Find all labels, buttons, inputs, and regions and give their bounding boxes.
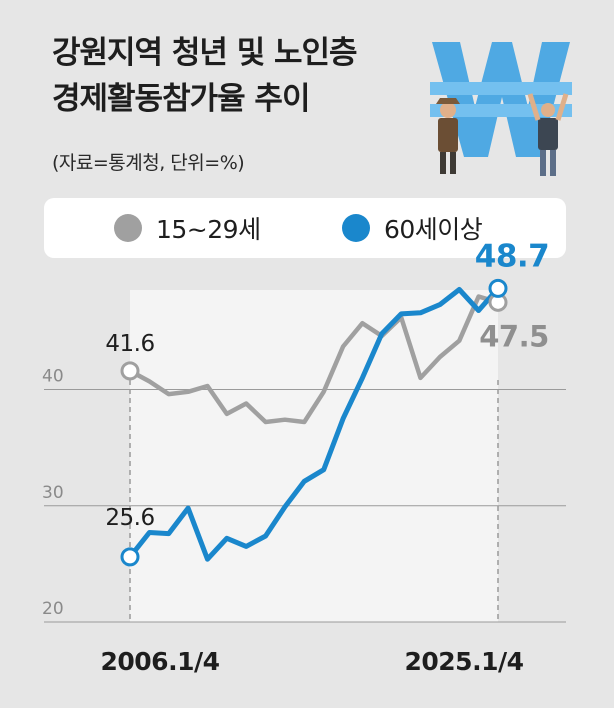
x-tick-label-start: 2006.1/4 xyxy=(101,647,220,676)
young-end-value-label: 47.5 xyxy=(479,319,549,353)
legend-dot-old xyxy=(342,214,370,242)
legend-item-old: 60세이상 xyxy=(342,198,483,258)
won-sign-with-people-icon xyxy=(430,42,572,176)
legend-label-young: 15~29세 xyxy=(156,215,261,244)
title-line-2: 경제활동참가율 추이 xyxy=(52,81,310,117)
plot-area xyxy=(130,290,498,622)
source-unit-note: (자료=통계청, 단위=%) xyxy=(52,152,245,174)
chart-title: 강원지역 청년 및 노인층 경제활동참가율 추이 xyxy=(52,30,358,122)
old-end-value-label: 48.7 xyxy=(475,238,550,274)
legend-label-old: 60세이상 xyxy=(384,215,483,244)
series-old-end-marker xyxy=(488,278,508,298)
series-young-start-marker xyxy=(120,361,140,381)
title-line-1: 강원지역 청년 및 노인층 xyxy=(52,35,358,71)
legend: 15~29세 60세이상 xyxy=(44,198,566,258)
y-tick-label-30: 30 xyxy=(42,483,64,503)
old-start-value-label: 25.6 xyxy=(105,505,154,531)
series-old-start-marker xyxy=(120,547,140,567)
legend-item-young: 15~29세 xyxy=(114,198,261,258)
legend-dot-young xyxy=(114,214,142,242)
young-start-value-label: 41.6 xyxy=(105,331,154,357)
series-line-old xyxy=(127,285,501,562)
series-line-young xyxy=(127,294,501,425)
y-tick-label-20: 20 xyxy=(42,599,64,619)
x-tick-label-end: 2025.1/4 xyxy=(405,647,524,676)
y-tick-label-40: 40 xyxy=(42,367,64,387)
